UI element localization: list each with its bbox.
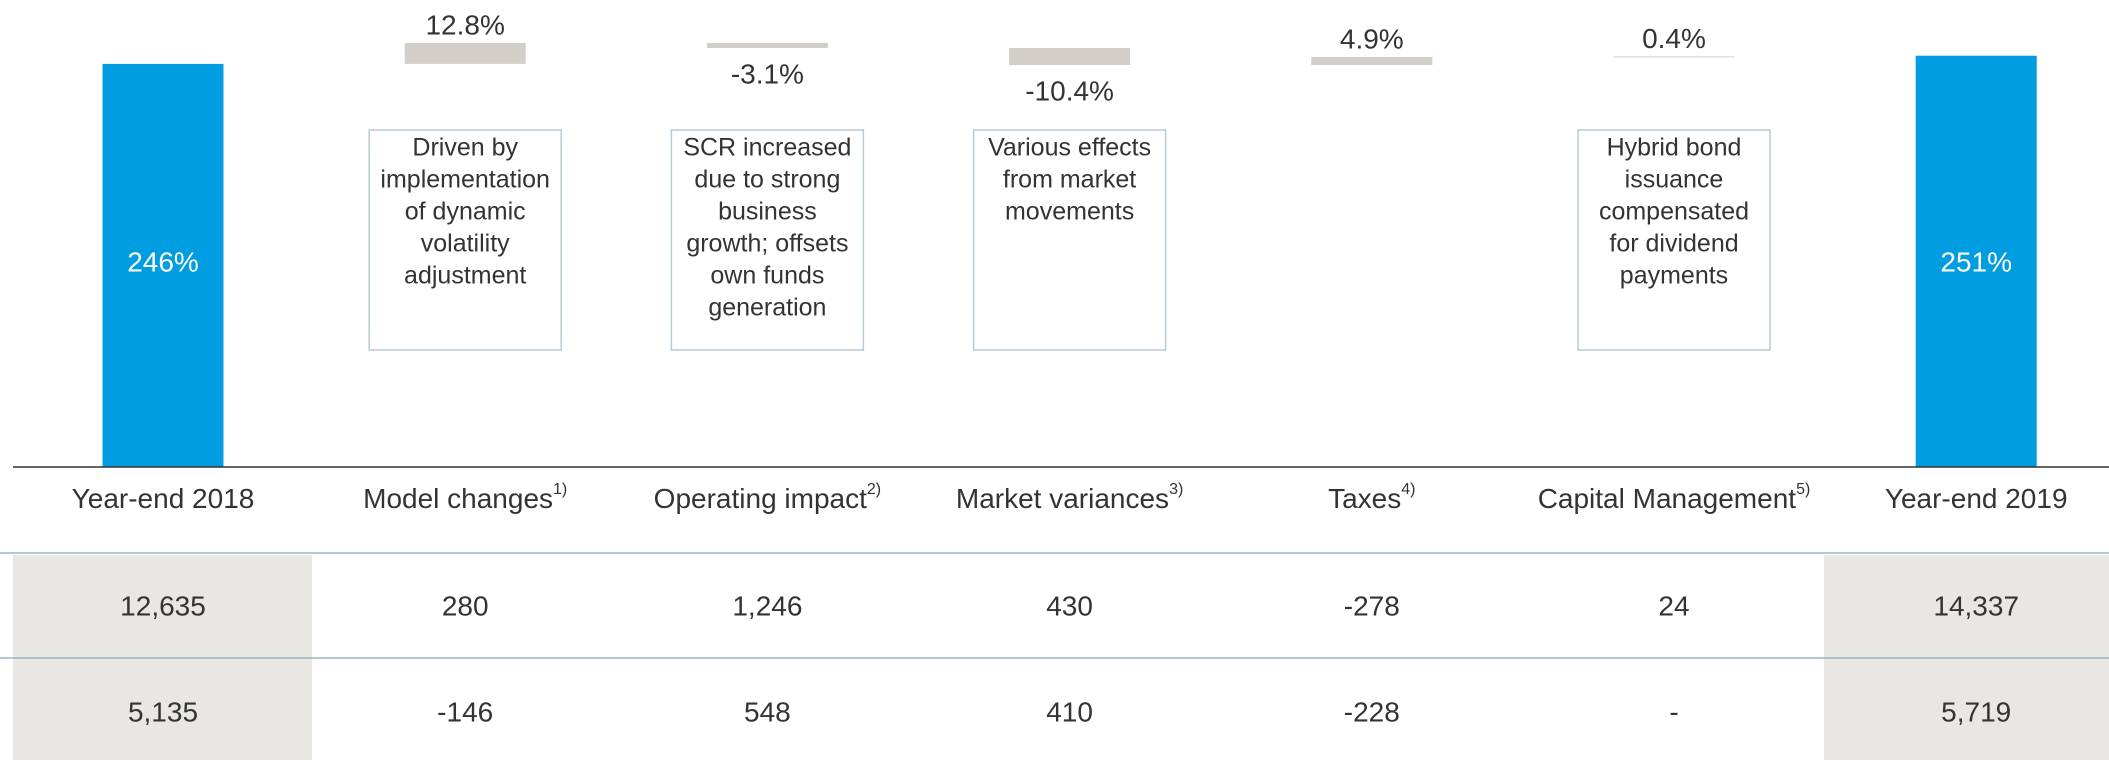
annotation-text: own funds (710, 262, 824, 290)
category-name: Operating impact (654, 483, 867, 514)
annotation-box (1577, 129, 1771, 351)
annotation-text: growth; offsets (686, 230, 848, 258)
annotation-text: due to strong (694, 166, 840, 194)
category-label: Capital Management5) (1538, 481, 1811, 514)
delta-bar (706, 42, 828, 49)
value-label: 0.4% (1642, 23, 1706, 54)
table-cell: -146 (437, 696, 493, 727)
table-cell: -228 (1344, 696, 1400, 727)
table-cell: 410 (1046, 696, 1093, 727)
value-label: -3.1% (731, 58, 804, 89)
table-cell: 14,337 (1933, 590, 2019, 621)
table-cell: 430 (1046, 590, 1093, 621)
category-label: Taxes4) (1328, 481, 1415, 514)
category-label: Year-end 2019 (1885, 483, 2068, 514)
annotation-text: SCR increased (683, 134, 851, 162)
footnote-marker: 3) (1169, 481, 1183, 498)
annotation-text: movements (1005, 198, 1134, 226)
table-cell: 548 (744, 696, 791, 727)
delta-bar (1311, 57, 1433, 66)
annotation-text: compensated (1599, 198, 1749, 226)
delta-bar (1613, 56, 1735, 58)
category-name: Year-end 2019 (1885, 483, 2068, 514)
total-bar (102, 63, 224, 467)
footnote-marker: 4) (1401, 481, 1415, 498)
annotation-text: adjustment (404, 262, 526, 290)
annotation-box (368, 129, 562, 351)
annotation-text: Hybrid bond (1607, 134, 1742, 162)
annotation-text: issuance (1625, 166, 1724, 194)
category-name: Model changes (363, 483, 553, 514)
category-name: Market variances (956, 483, 1169, 514)
category-name: Year-end 2018 (72, 483, 255, 514)
table-cell: 24 (1658, 590, 1689, 621)
value-label: 12.8% (425, 9, 504, 40)
category-label: Market variances3) (956, 481, 1183, 514)
total-bar (1915, 55, 2037, 467)
annotation-box (972, 129, 1167, 351)
footnote-marker: 2) (867, 481, 881, 498)
table-cell: 12,635 (120, 590, 206, 621)
annotation-text: payments (1620, 262, 1728, 290)
delta-bar (404, 42, 526, 64)
annotation-text: business (718, 198, 817, 226)
table-cell: 5,135 (128, 696, 198, 727)
footnote-marker: 5) (1796, 481, 1810, 498)
value-label: 4.9% (1340, 23, 1404, 54)
category-label: Model changes1) (363, 481, 567, 514)
annotation-text: volatility (421, 230, 510, 258)
table-cell: 280 (442, 590, 489, 621)
category-name: Taxes (1328, 483, 1401, 514)
annotation-text: implementation (380, 166, 550, 194)
annotation-text: of dynamic (405, 198, 526, 226)
annotation-text: Driven by (412, 134, 518, 162)
annotation-box (670, 129, 865, 351)
category-name: Capital Management (1538, 483, 1797, 514)
table-cell: 1,246 (732, 590, 802, 621)
value-label: 246% (127, 246, 199, 277)
annotation-text: for dividend (1609, 230, 1738, 258)
table-cell: 5,719 (1941, 696, 2011, 727)
footnote-marker: 1) (553, 481, 567, 498)
table-cell: - (1669, 696, 1678, 727)
annotation-text: from market (1003, 166, 1136, 194)
table-cell: -278 (1344, 590, 1400, 621)
category-label: Year-end 2018 (72, 483, 255, 514)
category-label: Operating impact2) (654, 481, 881, 514)
annotation-text: generation (708, 294, 826, 322)
value-label: -10.4% (1025, 75, 1114, 106)
delta-bar (1009, 48, 1131, 66)
annotation-text: Various effects (988, 134, 1151, 162)
value-label: 251% (1940, 246, 2012, 277)
